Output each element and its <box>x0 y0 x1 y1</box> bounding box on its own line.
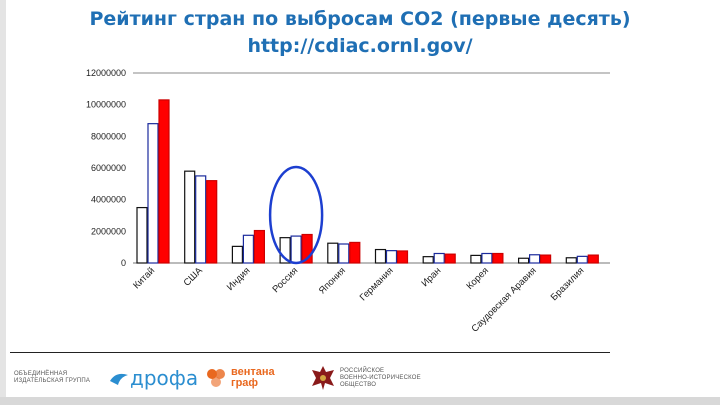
x-tick-label: Бразилия <box>549 265 587 303</box>
publisher-logo-rvio: РОССИЙСКОЕ ВОЕННО-ИСТОРИЧЕСКОЕ ОБЩЕСТВО <box>310 362 421 394</box>
bar-3 <box>206 180 218 264</box>
bar-2 <box>528 254 541 264</box>
bar-3 <box>539 254 552 264</box>
bottom-decor-band <box>0 397 720 405</box>
bar-3 <box>301 233 313 264</box>
y-tick-label: 8000000 <box>91 131 126 141</box>
highlight-ellipse <box>268 165 324 265</box>
logo-drofa-text: дрофа <box>130 366 199 390</box>
x-tick-label: Германия <box>358 265 396 303</box>
y-tick-label: 4000000 <box>91 195 126 205</box>
publisher-logo-ogi: ОБЪЕДИНЁННАЯ ИЗДАТЕЛЬСКАЯ ГРУППА <box>14 362 90 394</box>
y-tick-label: 2000000 <box>91 226 126 236</box>
ventana-mark-icon <box>207 369 225 387</box>
y-tick-label: 10000000 <box>86 100 126 110</box>
bar-3 <box>444 253 456 264</box>
bar-1 <box>279 237 291 264</box>
bar-1 <box>327 242 339 264</box>
logo-ogi-line2: ИЗДАТЕЛЬСКАЯ ГРУППА <box>14 378 91 384</box>
publisher-logo-drofa: дрофа <box>108 362 198 394</box>
bar-3 <box>492 252 504 264</box>
bar-2 <box>385 250 398 264</box>
bar-1 <box>231 245 243 264</box>
x-tick-label: Индия <box>225 265 253 293</box>
bar-3 <box>158 99 170 264</box>
x-tick-label: Китай <box>131 265 157 291</box>
bird-icon <box>110 373 128 385</box>
bar-2 <box>338 243 350 264</box>
bar-2 <box>433 252 445 264</box>
bar-1 <box>565 257 577 264</box>
bar-1 <box>136 206 148 264</box>
x-tick-label: США <box>182 265 206 289</box>
bar-2 <box>242 234 254 264</box>
publisher-logo-ventana: вентана граф <box>205 362 275 394</box>
bar-2 <box>195 175 207 264</box>
y-tick-label: 6000000 <box>91 163 126 173</box>
bar-1 <box>470 254 482 264</box>
bar-3 <box>349 241 361 264</box>
footer-divider <box>10 352 610 353</box>
bar-3 <box>396 250 409 264</box>
bar-2 <box>481 252 493 264</box>
left-decor-band <box>0 0 6 405</box>
bar-3 <box>253 229 265 264</box>
bar-2 <box>576 255 588 264</box>
bar-1 <box>517 257 530 264</box>
logo-ventana-line1: вентана <box>231 366 275 378</box>
x-tick-label: Россия <box>270 265 300 295</box>
y-tick-label: 0 <box>121 258 126 268</box>
logo-rvio-line1: РОССИЙСКОЕ <box>340 367 385 374</box>
x-tick-label: Япония <box>317 265 348 296</box>
bar-3 <box>587 254 599 264</box>
logo-rvio-line3: ОБЩЕСТВО <box>340 381 377 388</box>
y-tick-label: 12000000 <box>86 68 126 78</box>
emissions-bar-chart: 0 2000000 4000000 6000000 8000000 10000000 120… <box>86 68 610 335</box>
bar-1 <box>184 170 196 264</box>
bar-1 <box>422 256 434 264</box>
slide-subtitle-url: http://cdiac.ornl.gov/ <box>247 35 473 57</box>
bar-2 <box>147 123 159 264</box>
bar-1 <box>374 248 387 264</box>
logo-ogi-line1: ОБЪЕДИНЁННАЯ <box>14 371 68 377</box>
logo-rvio-line2: ВОЕННО-ИСТОРИЧЕСКОЕ <box>340 374 421 381</box>
logo-ventana-line2: граф <box>231 377 259 389</box>
bar-2 <box>290 235 302 264</box>
eagle-emblem-icon <box>312 366 334 390</box>
x-tick-label: Иран <box>420 265 444 289</box>
slide-title: Рейтинг стран по выбросам CO2 (первые де… <box>89 8 631 30</box>
x-tick-label: Корея <box>464 265 491 292</box>
